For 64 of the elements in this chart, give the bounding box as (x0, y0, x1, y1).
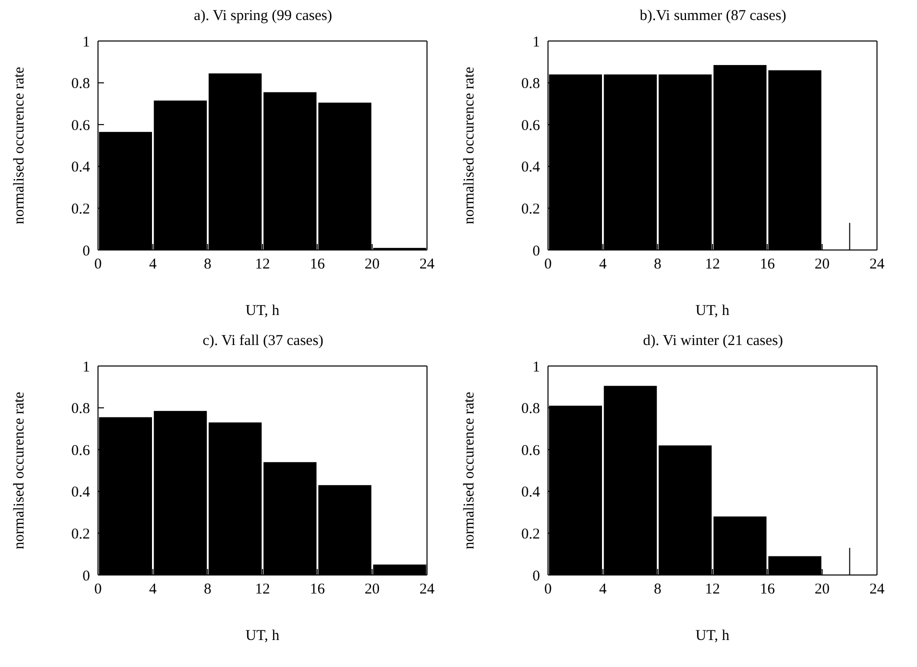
y-tick-label: 0.8 (521, 76, 540, 92)
chart-title: d). Vi winter (21 cases) (642, 333, 784, 351)
x-tick-label: 8 (204, 582, 212, 598)
x-tick-label: 16 (310, 582, 326, 598)
y-axis-title: normalised occurence rate (11, 391, 28, 550)
y-tick-label: 0.6 (71, 118, 90, 134)
x-tick-label: 8 (654, 256, 662, 273)
y-tick-label: 0.4 (71, 160, 90, 176)
y-tick-label: 0.8 (521, 401, 540, 418)
x-tick-label: 0 (544, 582, 552, 598)
x-axis-title: UT, h (696, 303, 730, 319)
chart-title: a). Vi spring (99 cases) (192, 8, 334, 26)
x-tick-label: 0 (544, 256, 552, 273)
x-tick-label: 8 (654, 582, 662, 598)
x-tick-label: 20 (814, 582, 830, 598)
x-tick-label: 24 (420, 256, 435, 273)
y-tick-label: 0.2 (71, 526, 90, 543)
chart-title: c). Vi fall (37 cases) (202, 333, 324, 351)
y-tick-label: 0 (82, 568, 90, 584)
y-tick-label: 0.6 (521, 442, 540, 459)
y-tick-label: 0.4 (521, 484, 540, 501)
y-tick-label: 0.6 (71, 442, 90, 459)
x-tick-label: 4 (599, 256, 608, 273)
x-tick-label: 4 (599, 582, 608, 598)
y-tick-label: 0.2 (71, 202, 90, 218)
y-axis-title: normalised occurence rate (461, 391, 478, 550)
x-tick-label: 4 (149, 582, 158, 598)
y-tick-label: 0 (82, 243, 90, 260)
x-tick-label: 20 (364, 256, 380, 273)
x-tick-label: 16 (760, 582, 776, 598)
y-tick-label: 0.2 (521, 526, 540, 543)
y-tick-label: 0.8 (71, 401, 90, 418)
x-axis-title: UT, h (246, 303, 280, 319)
y-tick-label: 0.2 (521, 202, 540, 218)
x-tick-label: 12 (705, 256, 720, 273)
x-tick-label: 0 (94, 582, 102, 598)
y-tick-label: 0.6 (521, 118, 540, 134)
y-tick-label: 1 (82, 359, 90, 376)
x-tick-label: 16 (760, 256, 776, 273)
y-tick-label: 0.4 (71, 484, 90, 501)
y-tick-label: 1 (532, 359, 540, 376)
x-tick-label: 20 (814, 256, 830, 273)
y-tick-label: 0 (532, 568, 540, 584)
y-tick-label: 1 (82, 34, 90, 50)
x-tick-label: 20 (364, 582, 380, 598)
x-tick-label: 8 (204, 256, 212, 273)
y-axis-title: normalised occurence rate (11, 66, 28, 224)
x-axis-title: UT, h (696, 628, 730, 644)
x-tick-label: 12 (255, 256, 270, 273)
x-tick-label: 24 (870, 582, 885, 598)
x-tick-label: 24 (420, 582, 435, 598)
x-tick-label: 0 (94, 256, 102, 273)
y-tick-label: 0 (532, 243, 540, 260)
y-tick-label: 0.8 (71, 76, 90, 92)
y-tick-label: 1 (532, 34, 540, 50)
x-tick-label: 4 (149, 256, 158, 273)
x-tick-label: 12 (705, 582, 720, 598)
y-axis-title: normalised occurence rate (461, 66, 478, 224)
x-tick-label: 12 (255, 582, 270, 598)
chart-title: b).Vi summer (87 cases) (638, 8, 788, 26)
x-axis-title: UT, h (246, 628, 280, 644)
x-tick-label: 24 (870, 256, 885, 273)
x-tick-label: 16 (310, 256, 326, 273)
y-tick-label: 0.4 (521, 160, 540, 176)
